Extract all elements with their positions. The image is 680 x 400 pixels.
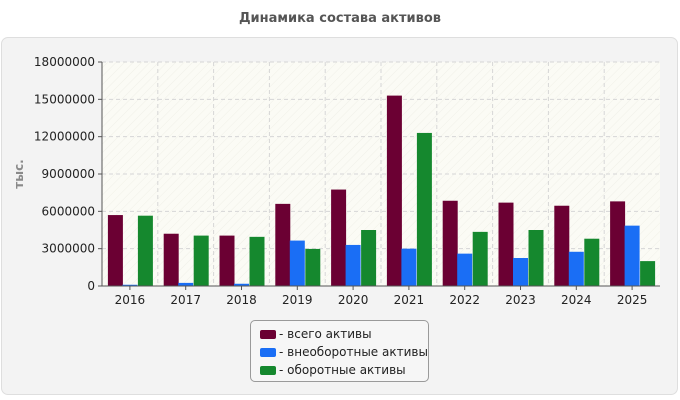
bar-2017-current [193,235,209,286]
x-tick-label: 2016 [115,293,146,307]
bar-2018-current [249,236,265,286]
legend-label-current-assets: - оборотные активы [279,363,406,377]
y-tick-label: 18000000 [34,55,95,69]
x-tick-label: 2025 [617,293,648,307]
bar-2024-total [554,205,570,286]
legend-swatch-current-assets [260,365,276,375]
bar-2021-current [416,132,432,286]
bar-2023-total [498,202,514,286]
legend-swatch-total-assets [260,329,276,339]
bar-2018-noncurrent [234,283,249,286]
y-axis-label: тыс. [12,159,26,188]
bar-2017-noncurrent [178,282,194,286]
bar-2022-total [442,200,458,286]
y-tick-label: 12000000 [34,130,95,144]
bar-2019-noncurrent [289,240,305,286]
bar-2017-total [163,233,179,286]
legend-item-noncurrent-assets: - внеоборотные активы [260,343,428,361]
y-tick-label: 3000000 [42,242,95,256]
bar-2020-total [331,189,347,286]
bar-2024-current [584,238,600,286]
bar-2019-current [305,248,321,286]
x-tick-label: 2022 [449,293,480,307]
legend-item-total-assets: - всего активы [260,325,428,343]
bar-2024-noncurrent [568,251,584,286]
bar-2016-current [137,215,153,286]
y-tick-label: 15000000 [34,92,95,106]
y-tick-label: 6000000 [42,204,95,218]
x-tick-label: 2024 [561,293,592,307]
bar-2016-noncurrent [122,284,138,286]
x-tick-label: 2019 [282,293,313,307]
bar-2025-noncurrent [624,225,640,286]
bar-2018-total [219,235,235,286]
y-tick-label: 9000000 [42,167,95,181]
chart-legend: - всего активы - внеоборотные активы - о… [250,320,429,382]
bar-2023-current [528,230,544,286]
bar-2020-current [361,230,377,286]
bar-2021-noncurrent [401,248,417,286]
legend-label-total-assets: - всего активы [279,327,372,341]
bar-2022-current [472,231,488,286]
x-tick-label: 2018 [226,293,257,307]
bar-2021-total [386,95,402,286]
x-tick-label: 2017 [170,293,201,307]
bar-2019-total [275,203,291,286]
y-tick-label: 0 [87,279,95,293]
x-tick-label: 2023 [505,293,536,307]
bar-2025-total [610,201,626,286]
bar-2020-noncurrent [345,244,361,286]
legend-swatch-noncurrent-assets [260,347,276,357]
x-tick-label: 2021 [394,293,425,307]
bar-2022-noncurrent [457,253,473,286]
legend-item-current-assets: - оборотные активы [260,361,428,379]
chart-title: Динамика состава активов [238,11,442,26]
x-tick-label: 2020 [338,293,369,307]
bar-2016-total [107,215,123,286]
bar-2023-noncurrent [513,258,528,286]
legend-label-noncurrent-assets: - внеоборотные активы [279,345,428,359]
bar-2025-current [640,261,656,286]
